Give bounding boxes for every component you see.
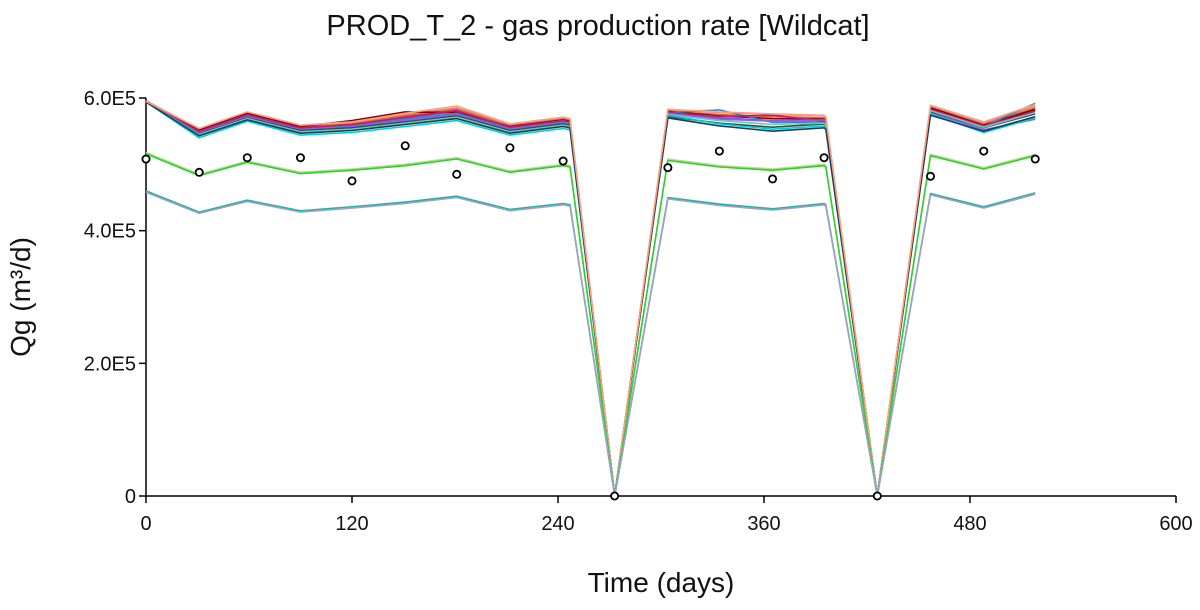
y-ticks: 0 2.0E5 4.0E5 6.0E5: [84, 88, 146, 508]
x-tick-label: 360: [747, 513, 780, 535]
x-tick-label: 600: [1159, 513, 1192, 535]
y-tick-label: 6.0E5: [84, 88, 136, 110]
observed-point: [505, 143, 515, 153]
observed-point: [295, 153, 305, 163]
observed-point: [979, 146, 989, 156]
observed-point: [347, 176, 357, 186]
observed-point: [872, 491, 882, 501]
series-line: [145, 152, 1036, 497]
observed-point: [141, 154, 151, 164]
observed-points: [141, 141, 1040, 501]
observed-point: [558, 156, 568, 166]
y-tick-label: 0: [125, 486, 136, 508]
x-tick-label: 120: [335, 513, 368, 535]
plot-area: 0 2.0E5 4.0E5 6.0E5 0 120 240 360 480 600: [84, 88, 1193, 535]
series-lines: [145, 99, 1036, 497]
observed-point: [194, 167, 204, 177]
observed-point: [768, 174, 778, 184]
observed-point: [452, 169, 462, 179]
x-tick-label: 480: [953, 513, 986, 535]
observed-point: [610, 491, 620, 501]
x-tick-label: 0: [140, 513, 151, 535]
x-ticks: 0 120 240 360 480 600: [140, 496, 1193, 535]
observed-point: [400, 141, 410, 151]
observed-point: [663, 163, 673, 173]
observed-point: [819, 153, 829, 163]
y-tick-label: 4.0E5: [84, 221, 136, 243]
observed-point: [926, 171, 936, 181]
observed-point: [714, 146, 724, 156]
chart-title: PROD_T_2 - gas production rate [Wildcat]: [326, 10, 869, 42]
observed-point: [1030, 154, 1040, 164]
y-axis-label: Qg (m³/d): [5, 237, 36, 357]
y-tick-label: 2.0E5: [84, 353, 136, 375]
x-axis-label: Time (days): [588, 567, 735, 598]
series-line: [145, 191, 1036, 497]
series-line: [145, 100, 1036, 497]
observed-point: [242, 153, 252, 163]
x-tick-label: 240: [541, 513, 574, 535]
